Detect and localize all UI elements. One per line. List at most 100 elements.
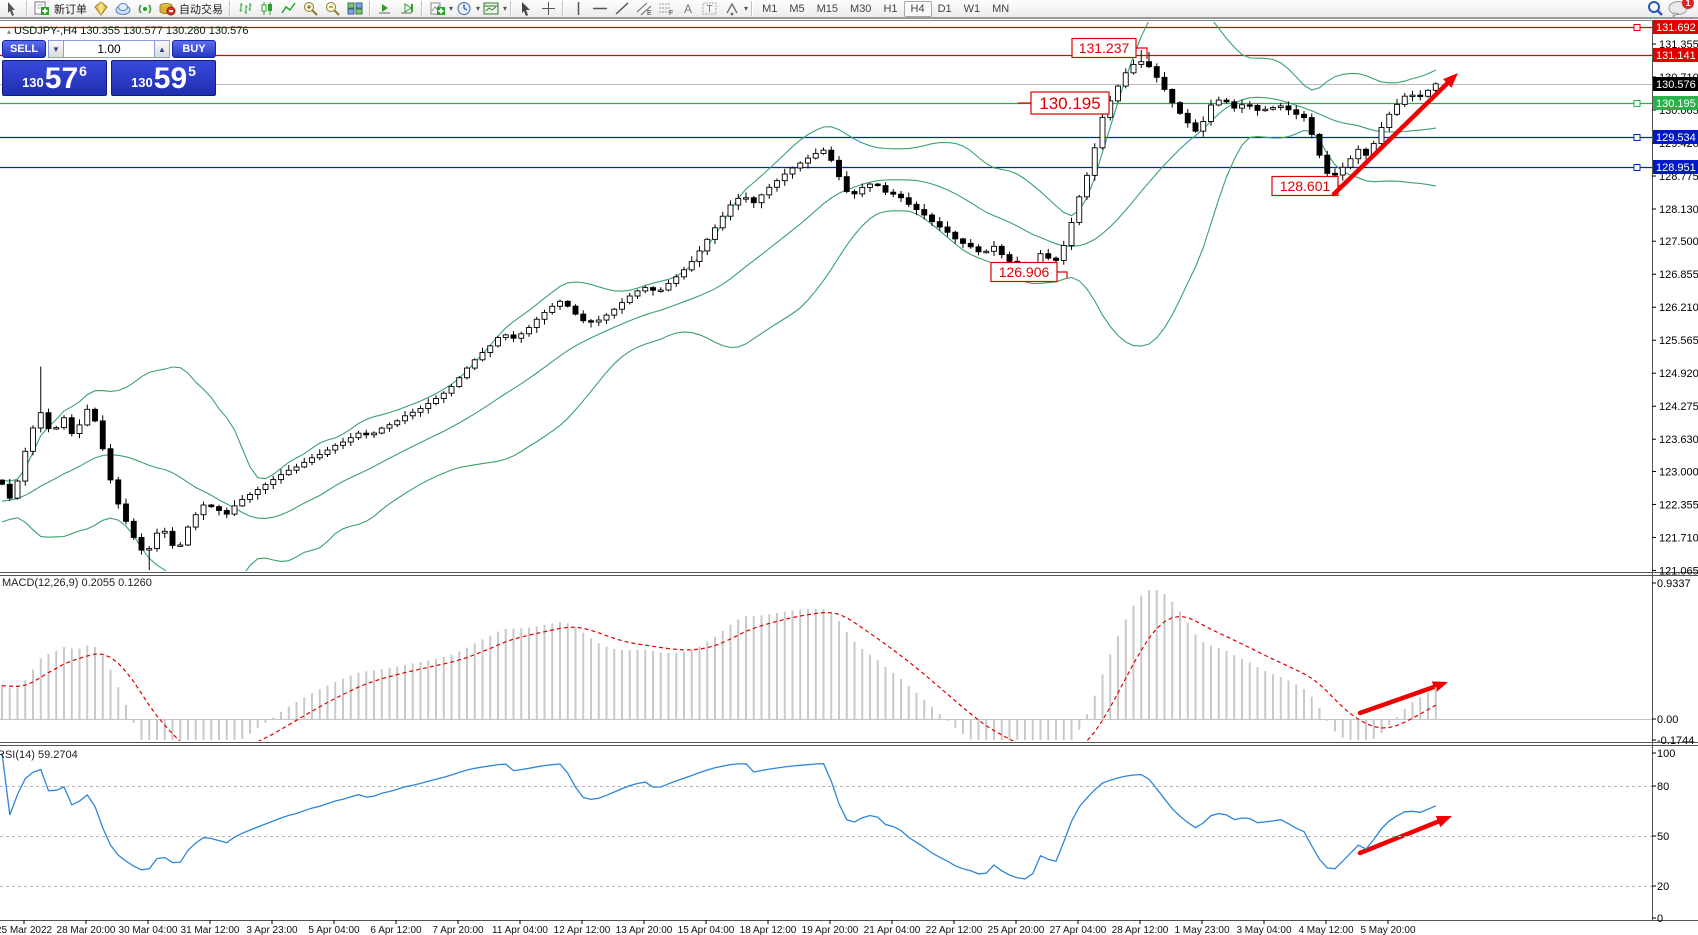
candle-body: [874, 183, 881, 187]
time-axis[interactable]: 25 Mar 2022 28 Mar 20:00 30 Mar 04:00 31 Ma…: [0, 920, 1416, 935]
volume-increase-button[interactable]: ▲: [154, 40, 170, 58]
candle-body: [921, 209, 928, 216]
tab-timeframe-m30[interactable]: M30: [850, 2, 872, 15]
svg-text:5 May 20:00: 5 May 20:00: [1360, 925, 1415, 935]
candle-body: [1432, 83, 1439, 91]
svg-text:19 Apr 20:00: 19 Apr 20:00: [802, 925, 859, 935]
tab-timeframe-h4[interactable]: H4: [903, 0, 932, 17]
level-handle[interactable]: [1633, 164, 1641, 171]
auto-scroll-icon[interactable]: [374, 0, 396, 17]
search-icon[interactable]: [1644, 0, 1666, 17]
price-callout[interactable]: 131.237: [1071, 37, 1148, 60]
tab-timeframe-h1[interactable]: H1: [883, 2, 898, 15]
toolbar-separator: [562, 1, 565, 16]
new-order-icon[interactable]: [31, 0, 53, 17]
candle-body: [409, 411, 416, 417]
new-order-label[interactable]: 新订单: [54, 3, 87, 16]
autotrade-label[interactable]: 自动交易: [179, 3, 223, 16]
indicators-icon[interactable]: [426, 0, 448, 17]
price-callout[interactable]: 126.906: [990, 261, 1068, 283]
indicators-dropdown-icon[interactable]: ▾: [449, 4, 454, 13]
svg-text:130.195: 130.195: [1039, 94, 1100, 113]
sell-button[interactable]: SELL: [2, 40, 46, 58]
buy-button[interactable]: BUY: [172, 40, 216, 58]
tile-windows-icon[interactable]: [344, 0, 366, 17]
trend-arrow[interactable]: [1331, 73, 1458, 197]
level-handle[interactable]: [1633, 134, 1641, 141]
trendline-icon[interactable]: [611, 0, 633, 17]
candle-body: [130, 520, 137, 538]
svg-text:3 Apr 23:00: 3 Apr 23:00: [246, 925, 298, 935]
tab-timeframe-m15[interactable]: M15: [816, 2, 839, 15]
sell-price-button[interactable]: 130 57 6: [2, 60, 107, 96]
autotrade-icon[interactable]: [156, 0, 178, 17]
main-price-pane[interactable]: [0, 0, 1652, 593]
svg-text:E: E: [647, 10, 652, 16]
cursor-icon[interactable]: [515, 0, 537, 17]
candle-body: [859, 186, 866, 195]
svg-text:F: F: [669, 10, 673, 16]
candle-body: [37, 412, 44, 429]
vertical-line-icon[interactable]: [567, 0, 589, 17]
candle-body: [99, 420, 106, 450]
equidistant-channel-icon[interactable]: E: [633, 0, 655, 17]
tab-timeframe-m5[interactable]: M5: [789, 2, 805, 15]
text-label-icon[interactable]: T: [699, 0, 721, 17]
candle-body: [177, 544, 184, 547]
candle-body: [1153, 66, 1160, 78]
volume-decrease-button[interactable]: ▼: [48, 40, 64, 58]
candle-body: [735, 197, 742, 206]
notification-icon[interactable]: 1: [1666, 0, 1694, 17]
tab-timeframe-mn[interactable]: MN: [992, 2, 1010, 15]
templates-icon[interactable]: [480, 0, 502, 17]
candle-body: [1332, 172, 1338, 176]
chart-symbol-line: ▴ USDJPY-,H4 130.355 130.577 130.280 130.…: [7, 25, 248, 37]
candle-body: [983, 250, 990, 254]
svg-text:122.355: 122.355: [1659, 499, 1698, 511]
svg-text:4 May 12:00: 4 May 12:00: [1298, 925, 1353, 935]
rsi-line: [1, 752, 1437, 880]
horizontal-line-icon[interactable]: [589, 0, 611, 17]
level-handle[interactable]: [1633, 24, 1641, 31]
crosshair-icon[interactable]: [537, 0, 559, 17]
candle-body: [882, 185, 889, 193]
candle-body: [673, 276, 680, 284]
diamond-icon[interactable]: [90, 0, 112, 17]
bollinger-band-l: [1, 129, 1436, 571]
candle-chart-icon[interactable]: [256, 0, 278, 17]
level-handle[interactable]: [1633, 100, 1641, 107]
templates-dropdown-icon[interactable]: ▾: [503, 4, 508, 13]
bar-chart-icon[interactable]: [234, 0, 256, 17]
arrows-icon[interactable]: [721, 0, 743, 17]
tab-timeframe-w1[interactable]: W1: [963, 2, 981, 15]
fibonacci-icon[interactable]: F: [655, 0, 677, 17]
candle-body: [774, 180, 780, 188]
price-axis[interactable]: 131.355130.710130.065129.420128.775128.1…: [1652, 20, 1698, 925]
pointer-icon[interactable]: [1, 0, 23, 17]
line-chart-icon[interactable]: [278, 0, 300, 17]
zoom-in-icon[interactable]: [300, 0, 322, 17]
volume-input[interactable]: [64, 40, 154, 58]
zoom-out-icon[interactable]: [322, 0, 344, 17]
price-callout[interactable]: 130.195: [1018, 91, 1110, 115]
buy-price-button[interactable]: 130 59 5: [111, 60, 216, 96]
trend-arrow[interactable]: [1357, 816, 1452, 856]
text-icon[interactable]: A: [677, 0, 699, 17]
tab-timeframe-d1[interactable]: D1: [937, 2, 952, 15]
svg-text:7 Apr 20:00: 7 Apr 20:00: [432, 925, 484, 935]
signal-icon[interactable]: [134, 0, 156, 17]
svg-text:27 Apr 04:00: 27 Apr 04:00: [1050, 925, 1107, 935]
cloud-icon[interactable]: [112, 0, 134, 17]
periods-dropdown-icon[interactable]: ▾: [476, 4, 481, 13]
candle-body: [107, 448, 114, 481]
arrows-dropdown-icon[interactable]: ▾: [744, 4, 749, 13]
candle-body: [1339, 166, 1346, 176]
candle-body: [1161, 76, 1168, 90]
price-badge: [1653, 96, 1698, 110]
chart-shift-icon[interactable]: [396, 0, 418, 17]
tab-timeframe-m1[interactable]: M1: [762, 2, 778, 15]
candle-body: [611, 308, 618, 316]
periods-icon[interactable]: [453, 0, 475, 17]
candle-body: [1006, 254, 1013, 262]
